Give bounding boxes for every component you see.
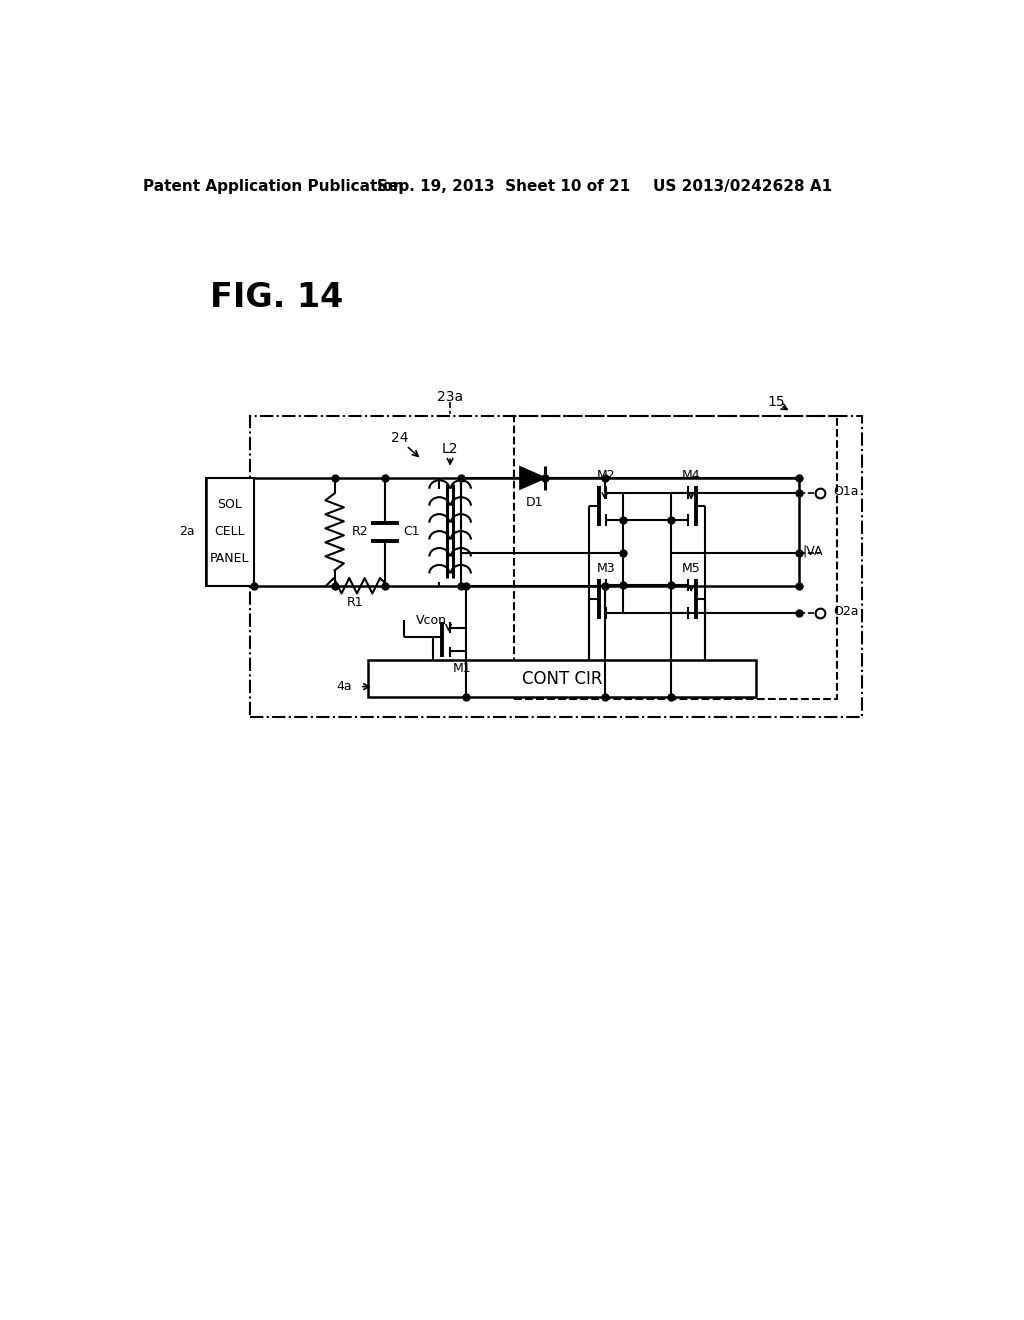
Text: CELL: CELL <box>215 525 245 539</box>
Text: 23a: 23a <box>437 391 463 404</box>
Text: 15: 15 <box>767 396 784 409</box>
Text: D1: D1 <box>525 496 543 510</box>
Text: O1a: O1a <box>833 484 858 498</box>
Bar <box>206 478 254 586</box>
Text: Vcon: Vcon <box>416 614 446 627</box>
Text: 2a: 2a <box>179 525 196 539</box>
Text: 4a: 4a <box>337 680 352 693</box>
Text: M4: M4 <box>682 469 700 482</box>
Text: FIG. 14: FIG. 14 <box>210 281 343 314</box>
Text: Sep. 19, 2013  Sheet 10 of 21: Sep. 19, 2013 Sheet 10 of 21 <box>378 180 631 194</box>
Text: 24: 24 <box>391 430 409 445</box>
Text: |VA: |VA <box>802 545 822 557</box>
Bar <box>368 660 756 697</box>
Text: Patent Application Publication: Patent Application Publication <box>142 180 403 194</box>
Polygon shape <box>520 467 545 488</box>
Text: M1: M1 <box>453 661 471 675</box>
Text: L2: L2 <box>442 442 459 455</box>
Text: CONT CIR: CONT CIR <box>521 671 602 688</box>
Text: R2: R2 <box>351 525 369 539</box>
Text: PANEL: PANEL <box>210 552 250 565</box>
Text: M3: M3 <box>597 561 615 574</box>
Text: M2: M2 <box>597 469 615 482</box>
Text: O2a: O2a <box>833 605 858 618</box>
Text: C1: C1 <box>403 525 420 539</box>
Text: SOL: SOL <box>217 499 243 511</box>
Bar <box>250 416 862 717</box>
Text: US 2013/0242628 A1: US 2013/0242628 A1 <box>653 180 833 194</box>
Text: M5: M5 <box>682 561 700 574</box>
Text: R1: R1 <box>347 597 364 610</box>
Bar <box>514 416 838 700</box>
